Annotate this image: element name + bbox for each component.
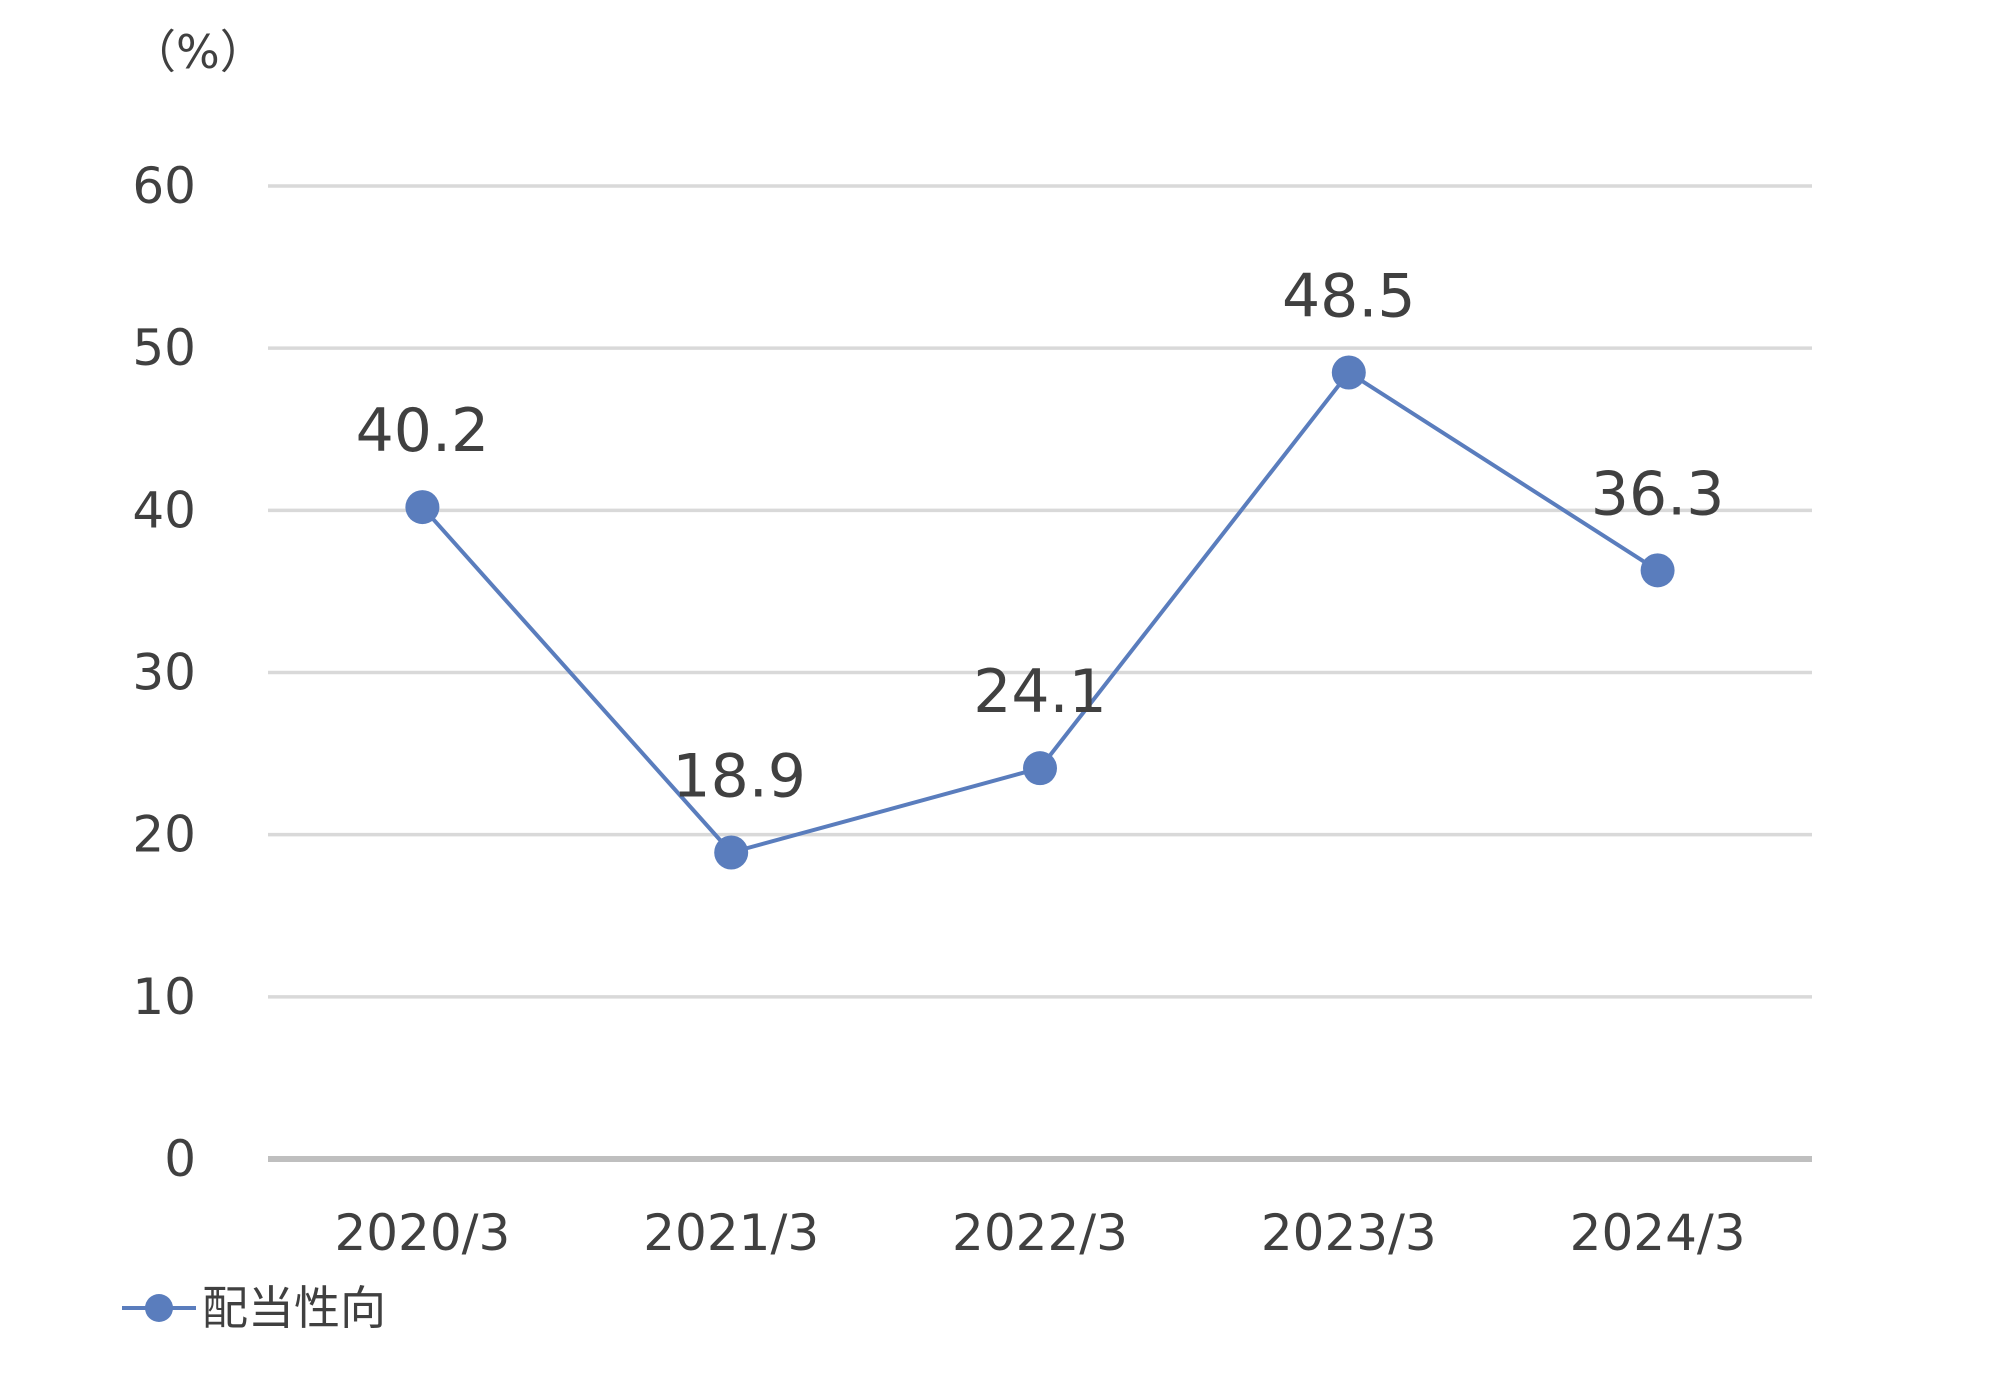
legend-entry-label: 配当性向 — [202, 1281, 386, 1335]
x-axis-tick-labels: 2020/3 2021/3 2022/3 2023/3 2024/3 — [334, 1204, 1745, 1262]
data-label: 24.1 — [973, 657, 1107, 727]
legend: 配当性向 — [122, 1281, 386, 1335]
y-tick-label: 50 — [132, 319, 196, 377]
y-tick-label: 40 — [132, 481, 196, 539]
y-tick-label: 20 — [132, 806, 196, 864]
x-tick-label: 2020/3 — [334, 1204, 510, 1262]
data-point-marker — [1640, 553, 1675, 588]
data-point-marker — [1023, 751, 1057, 786]
y-axis-tick-labels: 0 10 20 30 40 50 60 — [132, 157, 196, 1188]
legend-marker-icon — [145, 1294, 173, 1322]
data-point-marker — [714, 835, 749, 870]
series-line-group — [405, 355, 1675, 870]
gridlines — [268, 184, 1812, 1162]
data-point-marker — [1331, 355, 1366, 390]
y-tick-label: 10 — [132, 968, 196, 1026]
data-label: 48.5 — [1282, 261, 1416, 331]
y-tick-label: 0 — [164, 1130, 196, 1188]
data-label: 40.2 — [356, 396, 490, 466]
x-tick-label: 2023/3 — [1261, 1204, 1437, 1262]
data-point-marker — [405, 490, 440, 525]
x-tick-label: 2021/3 — [643, 1204, 819, 1262]
y-tick-label: 30 — [132, 644, 196, 702]
y-tick-label: 60 — [132, 157, 196, 215]
data-label: 36.3 — [1591, 459, 1725, 529]
x-tick-label: 2022/3 — [952, 1204, 1128, 1262]
data-labels: 40.2 18.9 24.1 48.5 36.3 — [356, 261, 1725, 811]
y-axis-unit-label: （%） — [130, 25, 266, 79]
data-label: 18.9 — [672, 742, 806, 812]
x-tick-label: 2024/3 — [1570, 1204, 1746, 1262]
